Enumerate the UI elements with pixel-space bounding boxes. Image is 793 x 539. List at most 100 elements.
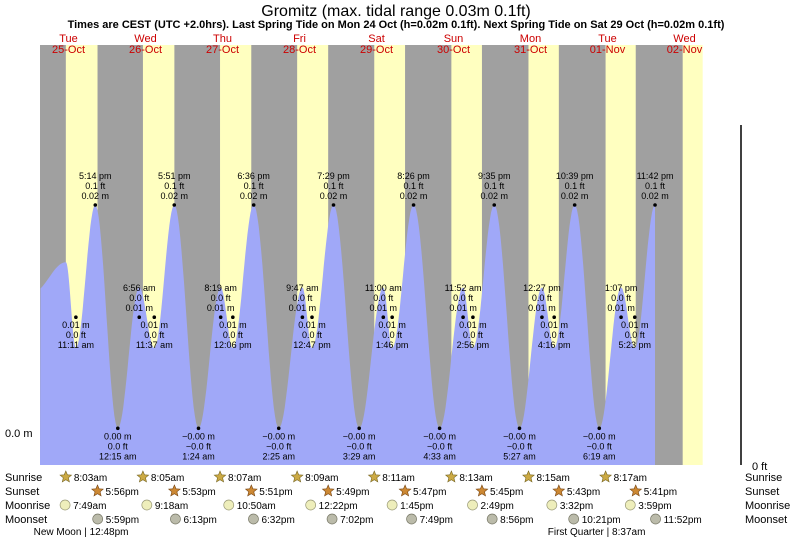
low-tide-label: 4:33 am bbox=[423, 451, 456, 461]
sunrise-time: 8:07am bbox=[228, 473, 261, 484]
sunset-icon bbox=[244, 484, 258, 497]
midday-low-label: 1:46 pm bbox=[376, 340, 409, 350]
low-tide-label-dot bbox=[196, 426, 201, 431]
midday-low-label: 0.0 ft bbox=[463, 330, 484, 340]
moonrise-icon bbox=[467, 499, 478, 511]
sunset-time: 5:49pm bbox=[336, 487, 369, 498]
high-tide-label: 0.1 ft bbox=[484, 181, 505, 191]
moonset-icon bbox=[650, 513, 661, 525]
secondary-high-label: 11:52 am bbox=[445, 283, 482, 293]
row-label-left: Moonset bbox=[5, 514, 47, 526]
midday-low-label: 11:37 am bbox=[136, 340, 173, 350]
low-tide-label: 0.00 m bbox=[104, 431, 132, 441]
tide-labels: 5:14 pm0.1 ft0.02 m5:51 pm0.1 ft0.02 m6:… bbox=[58, 171, 674, 461]
low-tide-label-dot bbox=[517, 426, 522, 431]
sunrise-icon bbox=[367, 470, 381, 483]
weekday-label: Sat bbox=[368, 33, 385, 45]
secondary-high-label-dot bbox=[300, 315, 305, 320]
high-tide-label: 11:42 pm bbox=[637, 171, 674, 181]
date-label: 29-Oct bbox=[360, 44, 393, 56]
midday-low-label: 0.0 ft bbox=[544, 330, 565, 340]
moonrise-time: 3:32pm bbox=[560, 501, 593, 512]
sunrise-time: 8:17am bbox=[614, 473, 647, 484]
tide-curve bbox=[40, 205, 655, 465]
weekday-label: Tue bbox=[598, 33, 617, 45]
moonset-icon bbox=[248, 513, 259, 525]
midday-low-label: 0.0 ft bbox=[144, 330, 165, 340]
midday-low-label: 0.01 m bbox=[298, 320, 326, 330]
low-tide-label: −0.00 m bbox=[423, 431, 456, 441]
weekday-label: Mon bbox=[520, 33, 541, 45]
row-label-right: Moonset bbox=[745, 514, 787, 526]
high-tide-label: 0.02 m bbox=[161, 191, 189, 201]
sunset-icon bbox=[629, 484, 643, 497]
moonrise-icon bbox=[59, 499, 71, 511]
row-label-left: Sunrise bbox=[5, 472, 42, 484]
moonset-time: 8:56pm bbox=[500, 515, 533, 526]
moonrise-time: 7:49am bbox=[73, 501, 106, 512]
moonset-time: 5:59pm bbox=[106, 515, 139, 526]
midday-low-label: 12:47 pm bbox=[293, 340, 331, 350]
secondary-high-label-dot bbox=[137, 315, 142, 320]
moonset-icon bbox=[92, 513, 104, 525]
sunrise-time: 8:05am bbox=[151, 473, 184, 484]
midday-low-label: 0.01 m bbox=[378, 320, 406, 330]
date-label: 02-Nov bbox=[667, 44, 703, 56]
midday-low-label: 0.0 ft bbox=[66, 330, 87, 340]
moonset-time: 11:52pm bbox=[664, 515, 702, 526]
sunset-time: 5:53pm bbox=[182, 487, 215, 498]
sunset-time: 5:43pm bbox=[567, 487, 600, 498]
date-label: 30-Oct bbox=[437, 44, 470, 56]
row-label-left: Sunset bbox=[5, 486, 39, 498]
secondary-high-label-dot bbox=[381, 315, 386, 320]
sunrise-time: 8:03am bbox=[74, 473, 107, 484]
midday-low-label: 0.0 ft bbox=[302, 330, 323, 340]
high-tide-label: 0.02 m bbox=[240, 191, 268, 201]
midday-low-label: 0.01 m bbox=[540, 320, 568, 330]
midday-low-label: 0.01 m bbox=[62, 320, 90, 330]
sunset-time: 5:41pm bbox=[644, 487, 677, 498]
secondary-high-label: 0.0 ft bbox=[292, 293, 313, 303]
secondary-high-label: 0.01 m bbox=[449, 303, 477, 313]
low-tide-label: −0.0 ft bbox=[186, 441, 212, 451]
midday-low-label-dot bbox=[552, 315, 556, 320]
date-label: 28-Oct bbox=[283, 44, 316, 56]
sunrise-icon bbox=[213, 470, 227, 483]
moonrise-time: 10:50am bbox=[237, 501, 276, 512]
sunrise-time: 8:09am bbox=[305, 473, 338, 484]
daylight-band bbox=[682, 45, 703, 465]
moonrise-icon bbox=[624, 499, 636, 511]
weekday-label: Thu bbox=[213, 33, 232, 45]
high-tide-label: 0.1 ft bbox=[164, 181, 185, 191]
high-tide-label-dot bbox=[251, 203, 256, 207]
secondary-high-label: 11:00 am bbox=[365, 283, 402, 293]
high-tide-label: 0.1 ft bbox=[565, 181, 586, 191]
secondary-high-label: 9:47 am bbox=[286, 283, 319, 293]
low-tide-label: −0.00 m bbox=[583, 431, 616, 441]
low-tide-label: 0.0 ft bbox=[108, 441, 129, 451]
low-tide-label: 2:25 am bbox=[262, 451, 295, 461]
sunrise-time: 8:11am bbox=[382, 473, 415, 484]
sunset-icon bbox=[321, 484, 335, 497]
sunrise-icon bbox=[599, 470, 613, 483]
low-tide-label: −0.0 ft bbox=[427, 441, 453, 451]
moonset-time: 10:21pm bbox=[582, 515, 621, 526]
moonrise-time: 1:45pm bbox=[400, 501, 433, 512]
weekday-label: Wed bbox=[134, 33, 156, 45]
high-tide-label-dot bbox=[653, 203, 657, 207]
midday-low-label: 12:06 pm bbox=[214, 340, 252, 350]
moon-phase-first-quarter: First Quarter | 8:37am bbox=[548, 527, 646, 538]
high-tide-label: 0.02 m bbox=[320, 191, 348, 201]
midday-low-label: 0.01 m bbox=[219, 320, 247, 330]
secondary-high-label-dot bbox=[461, 315, 465, 320]
low-tide-label: −0.0 ft bbox=[266, 441, 292, 451]
moonset-time: 6:32pm bbox=[261, 515, 294, 526]
high-tide-label: 7:29 pm bbox=[317, 171, 350, 181]
secondary-high-label: 0.0 ft bbox=[453, 293, 474, 303]
sunrise-icon bbox=[444, 470, 458, 483]
midday-low-label-dot bbox=[471, 315, 475, 320]
high-tide-label: 9:35 pm bbox=[478, 171, 511, 181]
high-tide-label: 5:51 pm bbox=[158, 171, 191, 181]
secondary-high-label: 1:07 pm bbox=[605, 283, 638, 293]
